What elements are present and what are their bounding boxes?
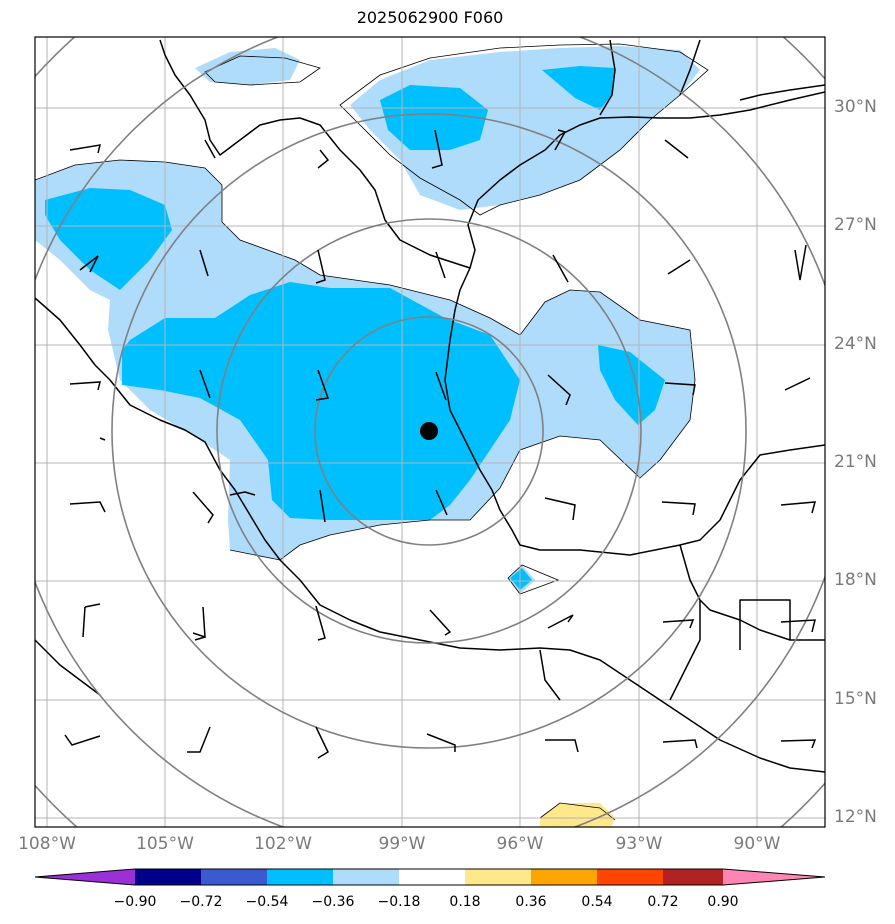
- map-title: 2025062900 F060: [356, 8, 504, 27]
- colorbar-tick-label: −0.72: [179, 894, 223, 910]
- lon-label: 96°W: [496, 834, 544, 854]
- colorbar-tick-label: 0.54: [581, 894, 613, 910]
- anomaly-blue-region: [45, 66, 665, 590]
- lon-label: 102°W: [254, 834, 312, 854]
- colorbar-tick-label: 0.90: [707, 894, 739, 910]
- colorbar-tick-label: −0.18: [377, 894, 421, 910]
- lat-label: 21°N: [834, 452, 877, 472]
- lon-label: 93°W: [615, 834, 663, 854]
- lat-label: 12°N: [834, 807, 877, 827]
- lon-label: 90°W: [733, 834, 781, 854]
- colorbar-swatch: [399, 869, 465, 885]
- colorbar-tick-label: −0.54: [245, 894, 289, 910]
- colorbar: [34, 868, 826, 886]
- wind-barbs: [64, 129, 817, 759]
- colorbar-swatch: [267, 869, 333, 885]
- gridlines: [35, 37, 825, 827]
- lat-label: 15°N: [834, 689, 877, 709]
- colorbar-swatch: [531, 869, 597, 885]
- storm-center-marker: [420, 422, 438, 440]
- colorbar-outline: [34, 868, 826, 886]
- lat-label: 18°N: [834, 570, 877, 590]
- anomaly-yellow-region: [540, 803, 615, 827]
- colorbar-swatch: [597, 869, 663, 885]
- colorbar-tick-label: 0.36: [515, 894, 547, 910]
- colorbar-swatch: [135, 869, 201, 885]
- lon-label: 99°W: [378, 834, 426, 854]
- lon-label: 108°W: [18, 834, 76, 854]
- map-frame: [34, 36, 826, 828]
- lat-label: 30°N: [834, 97, 877, 117]
- colorbar-swatch: [465, 869, 531, 885]
- colorbar-tick-label: −0.36: [311, 894, 355, 910]
- colorbar-under-swatch: [35, 869, 135, 885]
- colorbar-swatch: [201, 869, 267, 885]
- coastlines: [35, 39, 825, 773]
- colorbar-tick-label: 0.72: [647, 894, 679, 910]
- colorbar-over-swatch: [723, 869, 825, 885]
- lat-label: 27°N: [834, 215, 877, 235]
- colorbar-swatch: [333, 869, 399, 885]
- lat-label: 24°N: [834, 334, 877, 354]
- colorbar-tick-label: 0.18: [449, 894, 481, 910]
- lon-label: 105°W: [136, 834, 194, 854]
- colorbar-swatch: [663, 869, 723, 885]
- colorbar-tick-label: −0.90: [113, 894, 157, 910]
